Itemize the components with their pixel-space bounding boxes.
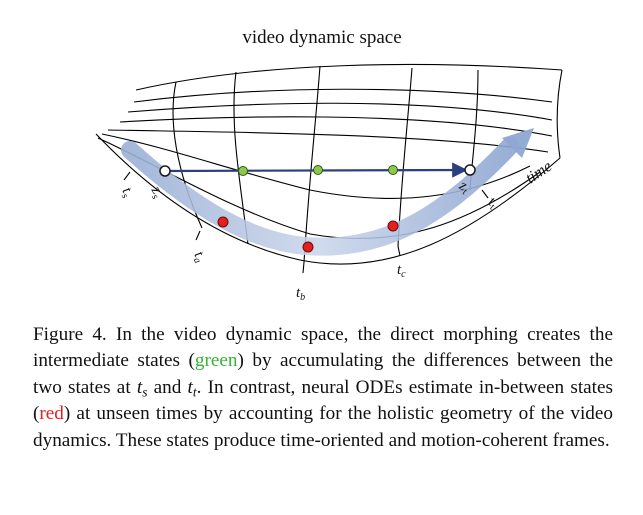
caption-suffix: ) at unseen times by accounting for the …: [33, 403, 613, 451]
caption-tt-var: t: [187, 376, 193, 398]
manifold-top-edge: [135, 63, 563, 91]
time-band-arrowhead: [502, 128, 534, 158]
label-ts: ts: [117, 185, 137, 201]
green-state-3: [388, 165, 398, 175]
caption-tt-sub: t: [192, 384, 197, 400]
tick-ta: [195, 230, 201, 241]
manifold-line-b: [233, 71, 249, 245]
caption-and-word: and: [147, 376, 188, 398]
tick-ts: [123, 171, 131, 181]
caption-ts-sub: s: [142, 384, 148, 400]
caption-part3: . In contrast, neural ODEs estimate in-b…: [33, 376, 613, 425]
label-tc: tc: [397, 262, 406, 280]
time-band-arrow: [121, 128, 534, 256]
video-dynamic-space-figure: video dynamic space: [95, 27, 563, 303]
state-zt: [464, 164, 476, 176]
caption-prefix: Figure 4. In the video dynamic space, th…: [33, 324, 613, 372]
tick-tb: [302, 261, 305, 274]
manifold-curve-2: [127, 102, 553, 121]
caption-ts-var: t: [136, 376, 143, 398]
green-state-1: [238, 166, 248, 176]
caption-red-word: red: [39, 403, 64, 425]
time-band: [121, 137, 519, 256]
manifold-curve-3: [119, 116, 553, 137]
manifold-curve-1: [133, 88, 553, 103]
red-state-tb: [302, 241, 314, 253]
label-tb: tb: [296, 285, 305, 303]
state-zs: [159, 165, 171, 177]
manifold-front-edge: [95, 133, 561, 265]
green-state-2: [313, 165, 323, 175]
red-state-tc: [387, 220, 399, 232]
figure-title: video dynamic space: [242, 27, 401, 48]
manifold-line-c: [303, 65, 321, 263]
caption-green-word: green: [194, 350, 238, 372]
red-state-ta: [217, 216, 229, 228]
manifold-line-d: [397, 67, 413, 247]
label-zs: zs: [146, 183, 167, 201]
tick-tt: [481, 189, 489, 199]
manifold-right-edge: [556, 69, 563, 159]
time-ticks: [123, 171, 489, 274]
tick-tc: [397, 245, 401, 257]
label-time-axis: time: [523, 158, 555, 187]
label-ta: ta: [189, 249, 209, 266]
figure-caption: Figure 4. In the video dynamic space, th…: [33, 322, 613, 454]
caption-part2: ) by accumulating the differences betwee…: [33, 350, 613, 398]
